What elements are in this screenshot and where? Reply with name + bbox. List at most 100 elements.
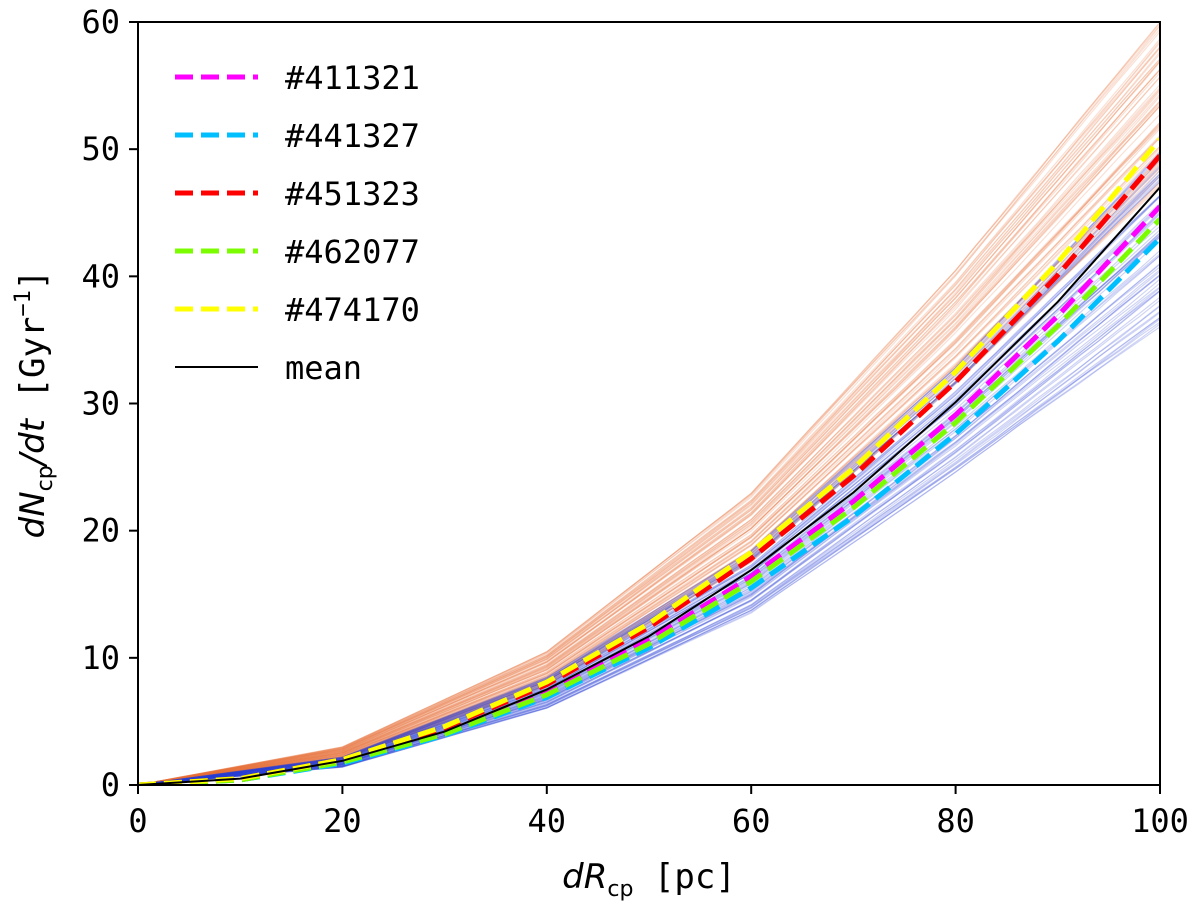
band-0-curve [138, 61, 1160, 785]
band-0-curve [138, 25, 1160, 785]
band-0-curve [138, 126, 1160, 785]
band-0-curve [138, 40, 1160, 785]
band-0-curve [138, 105, 1160, 785]
legend-label: #462077 [285, 233, 420, 271]
band-0-curve [138, 169, 1160, 785]
band-0-curve [138, 158, 1160, 785]
band-0-curve [138, 22, 1160, 785]
x-tick-label: 60 [732, 802, 771, 840]
y-tick-label: 20 [81, 512, 120, 550]
x-tick-label: 20 [323, 802, 362, 840]
band-0-curve [138, 159, 1160, 785]
band-1-curve [138, 153, 1160, 785]
band-0-curve [138, 185, 1160, 785]
band-0-curve [138, 31, 1160, 785]
band-0-curve [138, 95, 1160, 785]
y-axis: 0 10 20 30 40 50 60 [81, 3, 138, 804]
band-0-curve [138, 69, 1160, 785]
band-1-curve [138, 195, 1160, 785]
band-0-curve [138, 60, 1160, 785]
band-0-curve [138, 84, 1160, 785]
band-1-curve [138, 166, 1160, 785]
band-0-curve [138, 58, 1160, 785]
legend-label: #411321 [285, 59, 420, 97]
band-0-curve [138, 76, 1160, 785]
series-lines [138, 137, 1160, 785]
band-0-curve [138, 100, 1160, 785]
band-0-curve [138, 58, 1160, 785]
band-0-curve [138, 145, 1160, 785]
legend-label: #474170 [285, 291, 420, 329]
band-0-curve [138, 121, 1160, 785]
x-tick-label: 0 [128, 802, 147, 840]
band-0-curve [138, 93, 1160, 785]
band-0-curve [138, 146, 1160, 785]
band-0 [138, 22, 1160, 785]
band-0-curve [138, 76, 1160, 785]
band-0-curve [138, 60, 1160, 785]
legend-label: #441327 [285, 117, 420, 155]
band-0-curve [138, 88, 1160, 785]
band-0-curve [138, 68, 1160, 785]
band-0-curve [138, 89, 1160, 785]
x-tick-label: 100 [1131, 802, 1189, 840]
band-0-curve [138, 103, 1160, 785]
band-0-curve [138, 72, 1160, 785]
x-tick-label: 40 [528, 802, 567, 840]
band-1-curve [138, 194, 1160, 785]
x-tick-label: 80 [936, 802, 975, 840]
band-0-curve [138, 22, 1160, 785]
band-1-curve [138, 195, 1160, 785]
band-0-curve [138, 150, 1160, 785]
band-1-curve [138, 170, 1160, 785]
band-0-curve [138, 123, 1160, 785]
band-1-curve [138, 175, 1160, 785]
x-axis-title: dRcp [pc] [562, 857, 736, 902]
band-1-curve [138, 195, 1160, 785]
x-axis: 0 20 40 60 80 100 [128, 785, 1189, 840]
y-axis-title: dNcp/dt [Gyr−1] [11, 270, 58, 539]
band-0-curve [138, 38, 1160, 785]
y-tick-label: 50 [81, 130, 120, 168]
band-0-curve [138, 100, 1160, 785]
band-1-curve [138, 179, 1160, 785]
series-line-5 [138, 186, 1160, 785]
band-1-curve [138, 269, 1160, 785]
band-1-curve [138, 175, 1160, 785]
y-tick-label: 60 [81, 3, 120, 41]
band-0-curve [138, 113, 1160, 785]
band-0-curve [138, 51, 1160, 785]
legend: #411321 #441327 #451323 #462077 #474170 mean [175, 59, 420, 387]
band-1-curve [138, 255, 1160, 785]
band-0-curve [138, 42, 1160, 785]
band-0-curve [138, 46, 1160, 785]
band-0-curve [138, 125, 1160, 785]
band-0-curve [138, 24, 1160, 785]
band-1-curve [138, 164, 1160, 785]
band-0-curve [138, 157, 1160, 785]
band-0-curve [138, 161, 1160, 785]
band-0-curve [138, 101, 1160, 785]
band-0-curve [138, 69, 1160, 785]
band-0-curve [138, 136, 1160, 785]
band-0-curve [138, 136, 1160, 785]
band-1-curve [138, 321, 1160, 785]
band-0-curve [138, 91, 1160, 785]
band-0-curve [138, 122, 1160, 785]
band-0-curve [138, 128, 1160, 785]
y-tick-label: 30 [81, 385, 120, 423]
legend-label: mean [285, 349, 362, 387]
band-0-curve [138, 28, 1160, 785]
band-0-curve [138, 137, 1160, 785]
band-1-curve [138, 173, 1160, 785]
band-1-curve [138, 178, 1160, 785]
band-0-curve [138, 165, 1160, 785]
band-0-curve [138, 87, 1160, 785]
band-0-curve [138, 176, 1160, 785]
band-0-curve [138, 46, 1160, 785]
band-0-curve [138, 173, 1160, 785]
band-0-curve [138, 147, 1160, 785]
band-0-curve [138, 53, 1160, 785]
y-tick-label: 10 [81, 639, 120, 677]
